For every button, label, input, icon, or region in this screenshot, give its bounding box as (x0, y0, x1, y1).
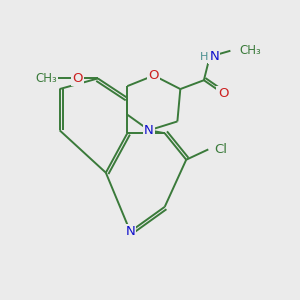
Text: CH₃: CH₃ (239, 44, 261, 57)
Text: N: N (125, 225, 135, 238)
Text: O: O (148, 69, 159, 82)
Text: Cl: Cl (214, 143, 227, 156)
Text: N: N (144, 124, 154, 137)
Text: O: O (218, 87, 228, 100)
Text: N: N (209, 50, 219, 63)
Text: H: H (200, 52, 209, 62)
Text: CH₃: CH₃ (35, 72, 57, 85)
Text: O: O (72, 72, 83, 85)
